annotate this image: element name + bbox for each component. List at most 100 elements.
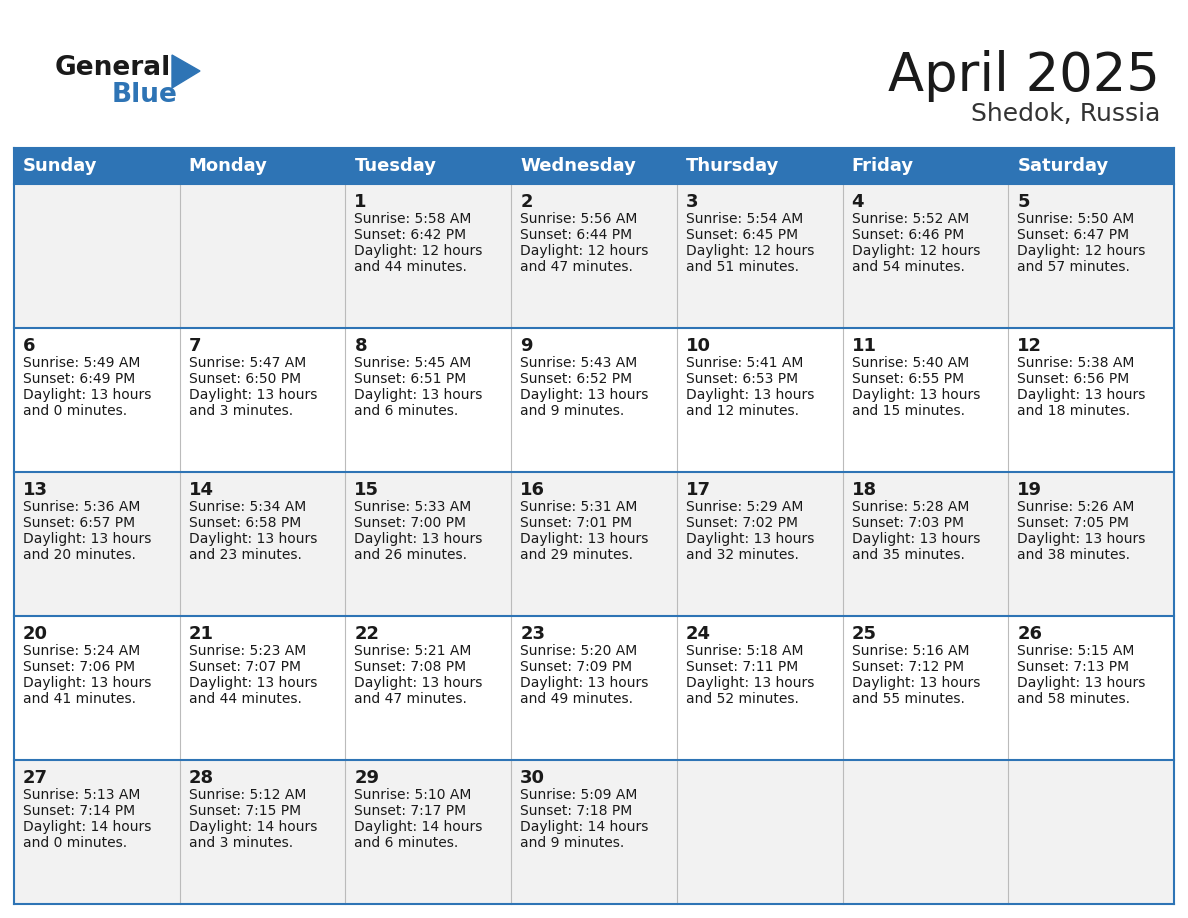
Text: and 0 minutes.: and 0 minutes.	[23, 836, 127, 850]
Text: Sunset: 7:15 PM: Sunset: 7:15 PM	[189, 804, 301, 818]
Text: Sunrise: 5:09 AM: Sunrise: 5:09 AM	[520, 788, 638, 802]
Text: Sunrise: 5:40 AM: Sunrise: 5:40 AM	[852, 356, 969, 370]
Text: and 29 minutes.: and 29 minutes.	[520, 548, 633, 562]
Text: Sunset: 6:58 PM: Sunset: 6:58 PM	[189, 516, 301, 530]
Text: Sunrise: 5:15 AM: Sunrise: 5:15 AM	[1017, 644, 1135, 658]
Text: 18: 18	[852, 481, 877, 499]
Text: Sunrise: 5:50 AM: Sunrise: 5:50 AM	[1017, 212, 1135, 226]
Text: Daylight: 13 hours: Daylight: 13 hours	[685, 676, 814, 690]
Text: Daylight: 13 hours: Daylight: 13 hours	[189, 532, 317, 546]
Bar	[14, 472, 1174, 616]
Text: 25: 25	[852, 625, 877, 643]
Text: 19: 19	[1017, 481, 1042, 499]
Text: Sunset: 6:52 PM: Sunset: 6:52 PM	[520, 372, 632, 386]
Text: and 51 minutes.: and 51 minutes.	[685, 260, 798, 274]
Text: Sunday: Sunday	[23, 157, 97, 175]
Text: Friday: Friday	[852, 157, 914, 175]
Text: Sunrise: 5:47 AM: Sunrise: 5:47 AM	[189, 356, 307, 370]
Text: and 26 minutes.: and 26 minutes.	[354, 548, 467, 562]
Text: Sunset: 7:02 PM: Sunset: 7:02 PM	[685, 516, 798, 530]
Text: 11: 11	[852, 337, 877, 355]
Text: Sunrise: 5:38 AM: Sunrise: 5:38 AM	[1017, 356, 1135, 370]
Text: Daylight: 12 hours: Daylight: 12 hours	[1017, 244, 1145, 258]
Text: 9: 9	[520, 337, 532, 355]
Text: Daylight: 13 hours: Daylight: 13 hours	[520, 532, 649, 546]
Text: Sunrise: 5:10 AM: Sunrise: 5:10 AM	[354, 788, 472, 802]
Text: and 18 minutes.: and 18 minutes.	[1017, 404, 1131, 418]
Text: Wednesday: Wednesday	[520, 157, 636, 175]
Text: and 44 minutes.: and 44 minutes.	[354, 260, 467, 274]
Text: Sunset: 6:50 PM: Sunset: 6:50 PM	[189, 372, 301, 386]
Text: Sunset: 6:47 PM: Sunset: 6:47 PM	[1017, 228, 1130, 242]
Text: Sunset: 7:06 PM: Sunset: 7:06 PM	[23, 660, 135, 674]
Text: Sunrise: 5:36 AM: Sunrise: 5:36 AM	[23, 500, 140, 514]
Text: and 57 minutes.: and 57 minutes.	[1017, 260, 1130, 274]
Text: General: General	[55, 55, 171, 81]
Text: 3: 3	[685, 193, 699, 211]
Text: and 15 minutes.: and 15 minutes.	[852, 404, 965, 418]
Text: 16: 16	[520, 481, 545, 499]
Text: Sunset: 7:03 PM: Sunset: 7:03 PM	[852, 516, 963, 530]
Text: and 47 minutes.: and 47 minutes.	[520, 260, 633, 274]
Text: 24: 24	[685, 625, 710, 643]
Bar	[14, 148, 1174, 184]
Text: Sunrise: 5:43 AM: Sunrise: 5:43 AM	[520, 356, 638, 370]
Text: Sunrise: 5:24 AM: Sunrise: 5:24 AM	[23, 644, 140, 658]
Bar	[14, 616, 1174, 760]
Text: Daylight: 13 hours: Daylight: 13 hours	[354, 532, 482, 546]
Text: and 0 minutes.: and 0 minutes.	[23, 404, 127, 418]
Text: and 38 minutes.: and 38 minutes.	[1017, 548, 1130, 562]
Text: Daylight: 14 hours: Daylight: 14 hours	[23, 820, 151, 834]
Text: and 3 minutes.: and 3 minutes.	[189, 404, 292, 418]
Text: Sunrise: 5:49 AM: Sunrise: 5:49 AM	[23, 356, 140, 370]
Text: Daylight: 13 hours: Daylight: 13 hours	[520, 676, 649, 690]
Text: Tuesday: Tuesday	[354, 157, 436, 175]
Text: 6: 6	[23, 337, 36, 355]
Text: Sunrise: 5:34 AM: Sunrise: 5:34 AM	[189, 500, 307, 514]
Text: 21: 21	[189, 625, 214, 643]
Text: 10: 10	[685, 337, 710, 355]
Text: 27: 27	[23, 769, 48, 787]
Text: Daylight: 13 hours: Daylight: 13 hours	[685, 532, 814, 546]
Text: Sunrise: 5:12 AM: Sunrise: 5:12 AM	[189, 788, 307, 802]
Text: and 9 minutes.: and 9 minutes.	[520, 404, 625, 418]
Text: Sunset: 7:01 PM: Sunset: 7:01 PM	[520, 516, 632, 530]
Text: Sunset: 6:57 PM: Sunset: 6:57 PM	[23, 516, 135, 530]
Text: Sunset: 7:17 PM: Sunset: 7:17 PM	[354, 804, 467, 818]
Text: Sunset: 6:51 PM: Sunset: 6:51 PM	[354, 372, 467, 386]
Text: 2: 2	[520, 193, 532, 211]
Text: and 23 minutes.: and 23 minutes.	[189, 548, 302, 562]
Text: Daylight: 13 hours: Daylight: 13 hours	[189, 676, 317, 690]
Text: Sunset: 6:44 PM: Sunset: 6:44 PM	[520, 228, 632, 242]
Text: Sunset: 7:07 PM: Sunset: 7:07 PM	[189, 660, 301, 674]
Text: and 52 minutes.: and 52 minutes.	[685, 692, 798, 706]
Text: 23: 23	[520, 625, 545, 643]
Text: and 49 minutes.: and 49 minutes.	[520, 692, 633, 706]
Text: and 3 minutes.: and 3 minutes.	[189, 836, 292, 850]
Text: Daylight: 13 hours: Daylight: 13 hours	[189, 388, 317, 402]
Text: Daylight: 12 hours: Daylight: 12 hours	[354, 244, 482, 258]
Text: 1: 1	[354, 193, 367, 211]
Text: Sunset: 7:18 PM: Sunset: 7:18 PM	[520, 804, 632, 818]
Text: Daylight: 13 hours: Daylight: 13 hours	[520, 388, 649, 402]
Text: Sunrise: 5:18 AM: Sunrise: 5:18 AM	[685, 644, 803, 658]
Text: Sunrise: 5:13 AM: Sunrise: 5:13 AM	[23, 788, 140, 802]
Text: Sunrise: 5:45 AM: Sunrise: 5:45 AM	[354, 356, 472, 370]
Text: Sunrise: 5:41 AM: Sunrise: 5:41 AM	[685, 356, 803, 370]
Text: and 35 minutes.: and 35 minutes.	[852, 548, 965, 562]
Text: Daylight: 12 hours: Daylight: 12 hours	[685, 244, 814, 258]
Text: Sunset: 6:42 PM: Sunset: 6:42 PM	[354, 228, 467, 242]
Text: 7: 7	[189, 337, 201, 355]
Text: Sunrise: 5:20 AM: Sunrise: 5:20 AM	[520, 644, 638, 658]
Text: and 9 minutes.: and 9 minutes.	[520, 836, 625, 850]
Text: Sunset: 7:12 PM: Sunset: 7:12 PM	[852, 660, 963, 674]
Text: 4: 4	[852, 193, 864, 211]
Text: Daylight: 13 hours: Daylight: 13 hours	[354, 388, 482, 402]
Bar	[14, 328, 1174, 472]
Text: Sunrise: 5:56 AM: Sunrise: 5:56 AM	[520, 212, 638, 226]
Text: Daylight: 13 hours: Daylight: 13 hours	[1017, 388, 1145, 402]
Text: and 6 minutes.: and 6 minutes.	[354, 404, 459, 418]
Text: Sunrise: 5:31 AM: Sunrise: 5:31 AM	[520, 500, 638, 514]
Text: and 6 minutes.: and 6 minutes.	[354, 836, 459, 850]
Text: 5: 5	[1017, 193, 1030, 211]
